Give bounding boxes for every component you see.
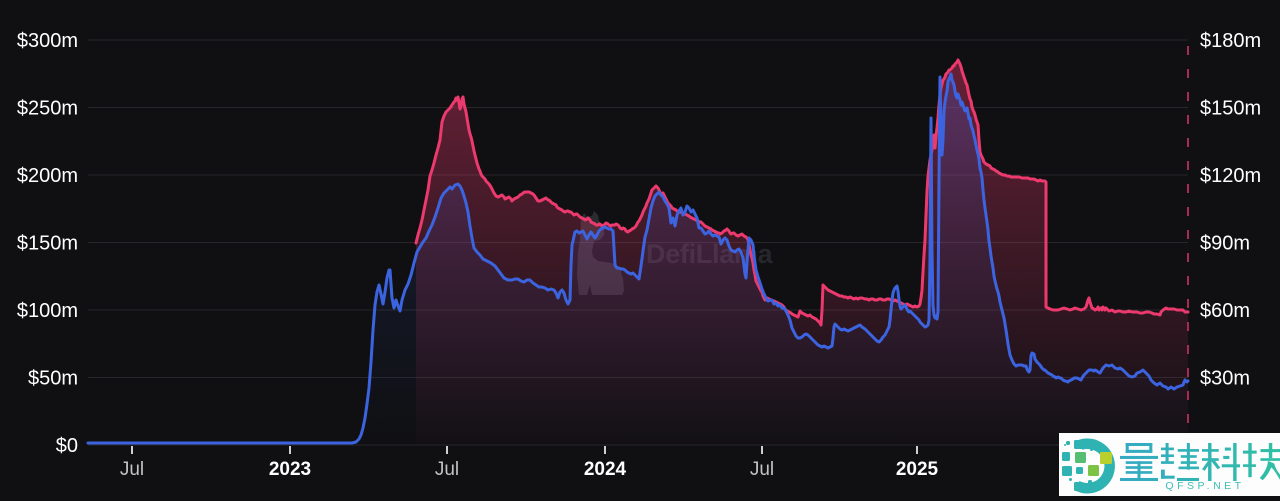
svg-text:$50m: $50m <box>28 368 78 390</box>
svg-text:$60m: $60m <box>1200 300 1250 322</box>
svg-text:$90m: $90m <box>1200 233 1250 255</box>
svg-text:$180m: $180m <box>1200 30 1261 52</box>
svg-text:QFSP.NET: QFSP.NET <box>1165 480 1244 492</box>
svg-text:$200m: $200m <box>17 165 78 187</box>
svg-text:2023: 2023 <box>269 459 311 480</box>
svg-text:$120m: $120m <box>1200 165 1261 187</box>
svg-text:2025: 2025 <box>896 459 939 480</box>
svg-text:Jul: Jul <box>750 459 774 480</box>
svg-text:Jul: Jul <box>120 459 144 480</box>
svg-text:$300m: $300m <box>17 30 78 52</box>
svg-text:$150m: $150m <box>1200 98 1261 120</box>
svg-text:2024: 2024 <box>584 459 627 480</box>
svg-text:Jul: Jul <box>435 459 459 480</box>
svg-text:$150m: $150m <box>17 233 78 255</box>
svg-text:$100m: $100m <box>17 300 78 322</box>
svg-text:$30m: $30m <box>1200 368 1250 390</box>
svg-text:$250m: $250m <box>17 98 78 120</box>
svg-text:$0: $0 <box>56 435 78 457</box>
